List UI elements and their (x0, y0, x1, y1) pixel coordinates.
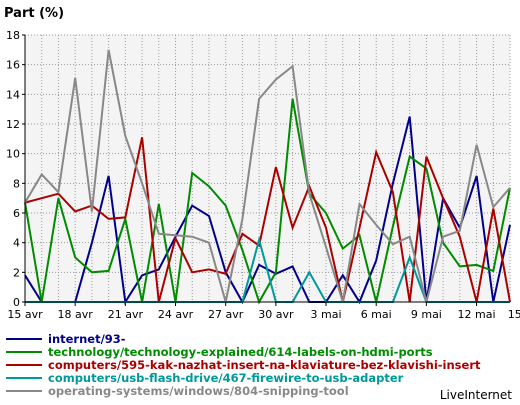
y-tick-label: 8 (13, 177, 20, 190)
y-tick-label: 6 (13, 207, 20, 220)
y-tick-label: 12 (6, 118, 20, 131)
series-line-2 (24, 98, 511, 305)
x-tick-label: 21 avr (108, 308, 144, 321)
legend-label: computers/595-kak-nazhat-insert-na-klavi… (48, 358, 481, 372)
x-tick-label: 30 avr (258, 308, 294, 321)
legend: internet/93-technology/technology-explai… (6, 332, 481, 398)
x-axis-ticks: 15 avr 18 avr 21 avr 24 avr 27 avr 30 avr 3 ma… (7, 302, 520, 321)
x-tick-label: 12 mai (458, 308, 496, 321)
y-tick-label: 16 (6, 59, 20, 72)
y-tick-label: 14 (6, 88, 20, 101)
credit-label: LiveInternet (440, 388, 512, 402)
y-tick-label: 18 (6, 29, 20, 42)
x-tick-label: 15 mai (508, 308, 520, 321)
x-tick-label: 24 avr (158, 308, 194, 321)
x-tick-label: 18 avr (58, 308, 94, 321)
y-axis-ticks: 0 2 4 6 8 10 12 14 16 18 (6, 29, 25, 309)
x-tick-label: 9 mai (411, 308, 442, 321)
y-tick-label: 0 (13, 296, 20, 309)
y-axis-title: Part (%) (4, 6, 64, 21)
y-tick-label: 2 (13, 266, 20, 279)
series-line-3 (24, 137, 511, 303)
x-tick-label: 15 avr (7, 308, 43, 321)
legend-label: internet/93- (48, 332, 126, 346)
x-tick-label: 3 mai (311, 308, 342, 321)
legend-label: operating-systems/windows/804-snipping-t… (48, 384, 349, 398)
series-line-5 (24, 49, 511, 303)
y-tick-label: 4 (13, 237, 20, 250)
y-tick-label: 10 (6, 148, 20, 161)
legend-label: computers/usb-flash-drive/467-firewire-t… (48, 371, 404, 385)
legend-label: technology/technology-explained/614-labe… (48, 345, 433, 359)
axes (24, 35, 510, 303)
x-tick-label: 6 mai (361, 308, 392, 321)
x-tick-label: 27 avr (208, 308, 244, 321)
